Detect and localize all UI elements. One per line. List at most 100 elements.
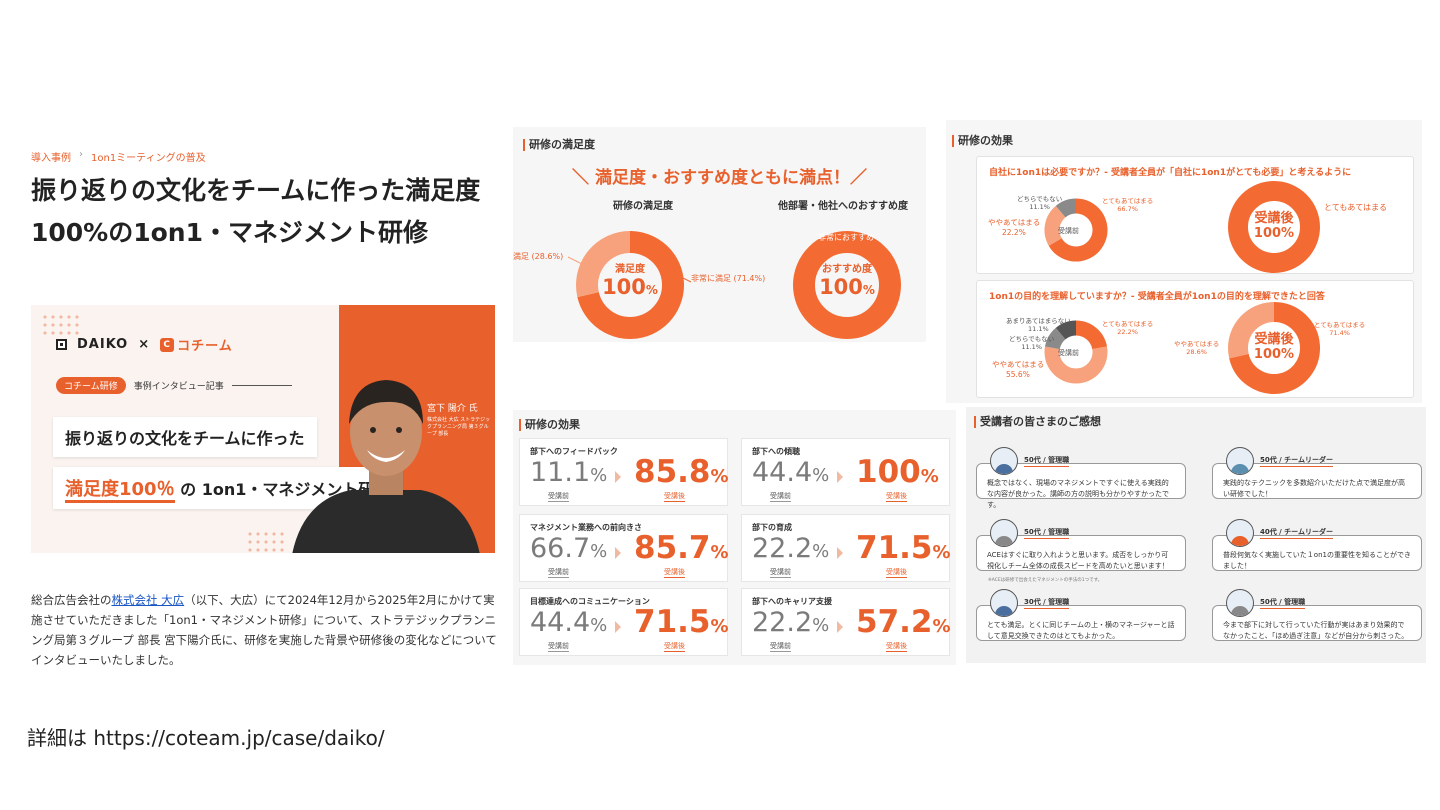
intro-text-2: （以下、大広）にて2024年12月から2025年2月にかけて実施させていただきま… xyxy=(31,593,497,667)
q1-very-label: とてもあてはまる 66.7% xyxy=(1102,195,1153,213)
q1-after-center: 受講後 100% xyxy=(1244,207,1304,241)
satisfaction-donuts xyxy=(567,231,901,339)
comment-header: 50代 / チームリーダー xyxy=(1226,447,1333,475)
comment-header: 50代 / 管理職 xyxy=(990,447,1070,475)
stat-name: 目標達成へのコミュニケーション xyxy=(530,597,650,606)
avatar-icon xyxy=(1226,447,1254,475)
pct-sign: % xyxy=(590,615,608,636)
q1-after-center-label: 受講後 xyxy=(1254,211,1294,226)
q2-after-center: 受講後 100% xyxy=(1244,328,1304,362)
comment-header: 40代 / チームリーダー xyxy=(1226,519,1333,547)
slice-satisfied xyxy=(576,231,631,298)
q2-after-somewhat-label: ややあてはまる 28.6% xyxy=(1174,338,1219,356)
q1-after-center-value: 100% xyxy=(1253,226,1295,241)
comment-role: 40代 / チームリーダー xyxy=(1260,527,1333,539)
arrow-right-icon xyxy=(837,621,843,633)
daiko-logo-icon xyxy=(56,339,67,350)
arrow-right-icon xyxy=(837,471,843,483)
pct-sign: % xyxy=(710,466,729,487)
company-link[interactable]: 株式会社 大広 xyxy=(111,593,185,607)
effect-stat-card: 部下へのフィードバック 11.1% 85.8% 受講前 受講後 xyxy=(519,438,729,506)
breadcrumb-separator: › xyxy=(79,149,83,160)
hero-tag-text: 事例インタビュー記事 xyxy=(133,382,224,392)
satisfaction-panel-title: 研修の満足度 xyxy=(523,139,595,151)
stat-before-value: 66.7 xyxy=(530,533,591,564)
q1-before-center: 受講前 xyxy=(1058,227,1079,235)
q1-very-text: とてもあてはまる xyxy=(1102,197,1154,205)
q2-after-somewhat-text: ややあてはまる xyxy=(1174,340,1220,348)
coteam-logo: C コチーム xyxy=(160,335,233,354)
recommend-center-label: おすすめ度 xyxy=(822,264,872,275)
q2-somewhat-value: 55.6% xyxy=(1006,370,1030,379)
pct-sign: % xyxy=(932,542,951,563)
effect-stat-card: 部下の育成 22.2% 71.5% 受講前 受講後 xyxy=(741,514,951,582)
pct-sign: % xyxy=(812,615,830,636)
pct-sign: % xyxy=(590,465,608,486)
after-label: 受講後 xyxy=(664,642,685,652)
label-satisfied: 満足 (28.6%) xyxy=(513,252,564,261)
comment-card: ACEはすぐに取り入れようと思います。成否をしっかり可視化しチーム全体の成長スピ… xyxy=(976,535,1186,571)
page-title: 振り返りの文化をチームに作った満足度100%の1on1・マネジメント研修 xyxy=(31,176,481,247)
q2-not-value: 11.1% xyxy=(1028,325,1049,333)
before-label: 受講前 xyxy=(770,568,791,578)
after-label: 受講後 xyxy=(886,642,907,652)
q2-neutral-value: 11.1% xyxy=(1021,343,1042,351)
pct-sign: % xyxy=(710,616,729,637)
comments-note: ※ACEは研修で出会えたマネジメントの手法の1つです。 xyxy=(988,578,1103,583)
q1-somewhat-text: ややあてはまる xyxy=(988,218,1041,227)
coteam-logo-text: コチーム xyxy=(177,339,233,354)
effect-top-panel-title: 研修の効果 xyxy=(952,135,1013,147)
comment-text: とても満足。とくに同じチームの上・横のマネージャーと話して意見交換できたのはとて… xyxy=(987,621,1175,640)
satisfaction-panel: 研修の満足度 ＼ 満足度・おすすめ度ともに満点！／ 研修の満足度 他部署・他社へ… xyxy=(513,127,926,342)
daiko-logo-text: DAIKO xyxy=(77,337,129,352)
comment-text: 実践的なテクニックを多数紹介いただけた点で満足度が高い研修でした！ xyxy=(1223,479,1405,498)
after-label: 受講後 xyxy=(886,492,907,502)
pct-sign: % xyxy=(812,465,830,486)
breadcrumb-item-1on1[interactable]: 1on1ミーティングの普及 xyxy=(91,153,206,164)
stat-before: 22.2% xyxy=(752,607,829,638)
satisfaction-headline: ＼ 満足度・おすすめ度ともに満点！／ xyxy=(572,168,867,188)
coteam-logo-icon: C xyxy=(160,337,175,352)
recommend-center: おすすめ度 100% xyxy=(812,260,882,302)
avatar-icon xyxy=(990,519,1018,547)
avatar-icon xyxy=(990,589,1018,617)
stat-before: 11.1% xyxy=(530,457,607,488)
slice-very xyxy=(1048,198,1108,262)
satisfaction-center: 満足度 100% xyxy=(600,260,660,302)
after-label: 受講後 xyxy=(664,568,685,578)
slice-recommend xyxy=(793,231,901,339)
before-label: 受講前 xyxy=(770,492,791,502)
slice-somewhat xyxy=(1044,346,1108,384)
stat-after-value: 85.7 xyxy=(634,530,711,566)
footer-url[interactable]: 詳細は https://coteam.jp/case/daiko/ xyxy=(27,726,385,750)
comment-header: 50代 / 管理職 xyxy=(1226,589,1306,617)
effect-top-panel: 研修の効果 自社に1on1は必要ですか？- 受講者全員が「自社に1on1がとても… xyxy=(946,120,1422,403)
hero-headline-1: 振り返りの文化をチームに作った xyxy=(53,417,317,457)
stat-before: 44.4% xyxy=(530,607,607,638)
comment-role: 50代 / 管理職 xyxy=(1024,527,1070,539)
q2-after-very-label: とてもあてはまる 71.4% xyxy=(1314,319,1365,337)
stat-after-value: 100 xyxy=(856,454,921,490)
satisfaction-left-title: 研修の満足度 xyxy=(613,201,673,212)
comment-role: 30代 / 管理職 xyxy=(1024,597,1070,609)
pct-sign: % xyxy=(645,283,658,297)
stat-name: 部下への傾聴 xyxy=(752,447,800,456)
avatar-icon xyxy=(1226,589,1254,617)
stat-after: 85.8% xyxy=(634,454,729,490)
intro-paragraph: 総合広告会社の株式会社 大広（以下、大広）にて2024年12月から2025年2月… xyxy=(31,590,506,670)
comment-role: 50代 / 管理職 xyxy=(1260,597,1306,609)
comment-role: 50代 / チームリーダー xyxy=(1260,455,1333,467)
label-leader-line xyxy=(680,276,692,283)
breadcrumb-item-case[interactable]: 導入事例 xyxy=(31,153,71,164)
times-sign: × xyxy=(138,337,151,352)
arrow-right-icon xyxy=(615,547,621,559)
before-label: 受講前 xyxy=(548,568,569,578)
pct-sign: % xyxy=(812,541,830,562)
arrow-right-icon xyxy=(615,621,621,633)
pct-sign: % xyxy=(920,466,939,487)
stat-after: 85.7% xyxy=(634,530,729,566)
q1-neutral-text: どちらでもない xyxy=(1017,195,1063,203)
before-label: 受講前 xyxy=(770,642,791,652)
breadcrumb: 導入事例 › 1on1ミーティングの普及 xyxy=(31,149,206,164)
q1-somewhat-label: ややあてはまる 22.2% xyxy=(988,217,1040,237)
